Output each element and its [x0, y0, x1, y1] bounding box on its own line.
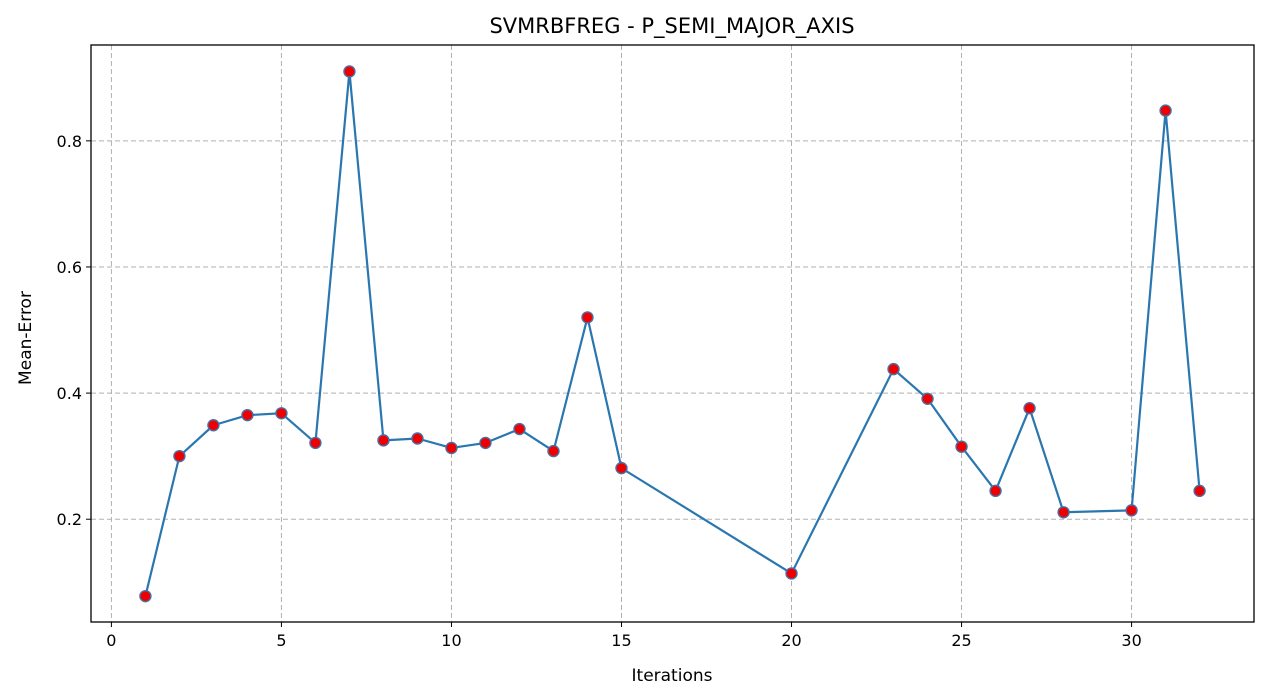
y-tick-label: 0.4: [57, 384, 82, 403]
data-point: [139, 589, 152, 603]
data-point: [547, 444, 560, 458]
x-tick-label: 0: [106, 631, 116, 650]
x-tick-label: 10: [441, 631, 461, 650]
data-point: [1193, 484, 1206, 498]
data-point: [615, 461, 628, 475]
y-tick-label: 0.2: [57, 510, 82, 529]
y-axis: 0.2 0.4 0.6 0.8: [57, 132, 91, 529]
x-axis: 0 5 10 15 20 25 30: [106, 622, 1142, 650]
data-point: [343, 65, 356, 78]
data-point: [1159, 104, 1172, 117]
x-tick-label: 5: [276, 631, 286, 650]
x-axis-label: Iterations: [632, 666, 713, 686]
data-point: [479, 436, 492, 450]
y-tick-label: 0.8: [57, 132, 82, 151]
data-point: [887, 362, 900, 376]
data-point: [207, 419, 220, 432]
data-point: [921, 392, 934, 405]
data-point: [1057, 506, 1070, 519]
x-tick-label: 15: [611, 631, 631, 650]
data-point: [275, 407, 288, 420]
chart-title: SVMRBFREG - P_SEMI_MAJOR_AXIS: [489, 14, 854, 39]
data-point: [581, 311, 594, 324]
data-point: [411, 432, 424, 445]
y-axis-label: Mean-Error: [16, 291, 36, 385]
data-point: [1125, 504, 1138, 517]
plot-frame: [90, 44, 1255, 623]
x-tick-label: 20: [781, 631, 801, 650]
series-line: [144, 70, 1201, 597]
data-point: [513, 422, 526, 436]
series-layer: [139, 65, 1206, 603]
y-tick-label: 0.6: [57, 258, 82, 277]
data-point: [785, 567, 798, 580]
data-point: [955, 440, 968, 453]
data-point: [377, 434, 390, 447]
data-point: [445, 441, 458, 455]
x-tick-label: 30: [1121, 631, 1141, 650]
data-point: [173, 449, 186, 463]
data-point: [241, 408, 254, 422]
x-tick-label: 25: [951, 631, 971, 650]
grid: [91, 45, 1254, 622]
data-point: [1023, 402, 1036, 415]
data-point: [989, 484, 1002, 498]
data-point: [309, 436, 322, 450]
